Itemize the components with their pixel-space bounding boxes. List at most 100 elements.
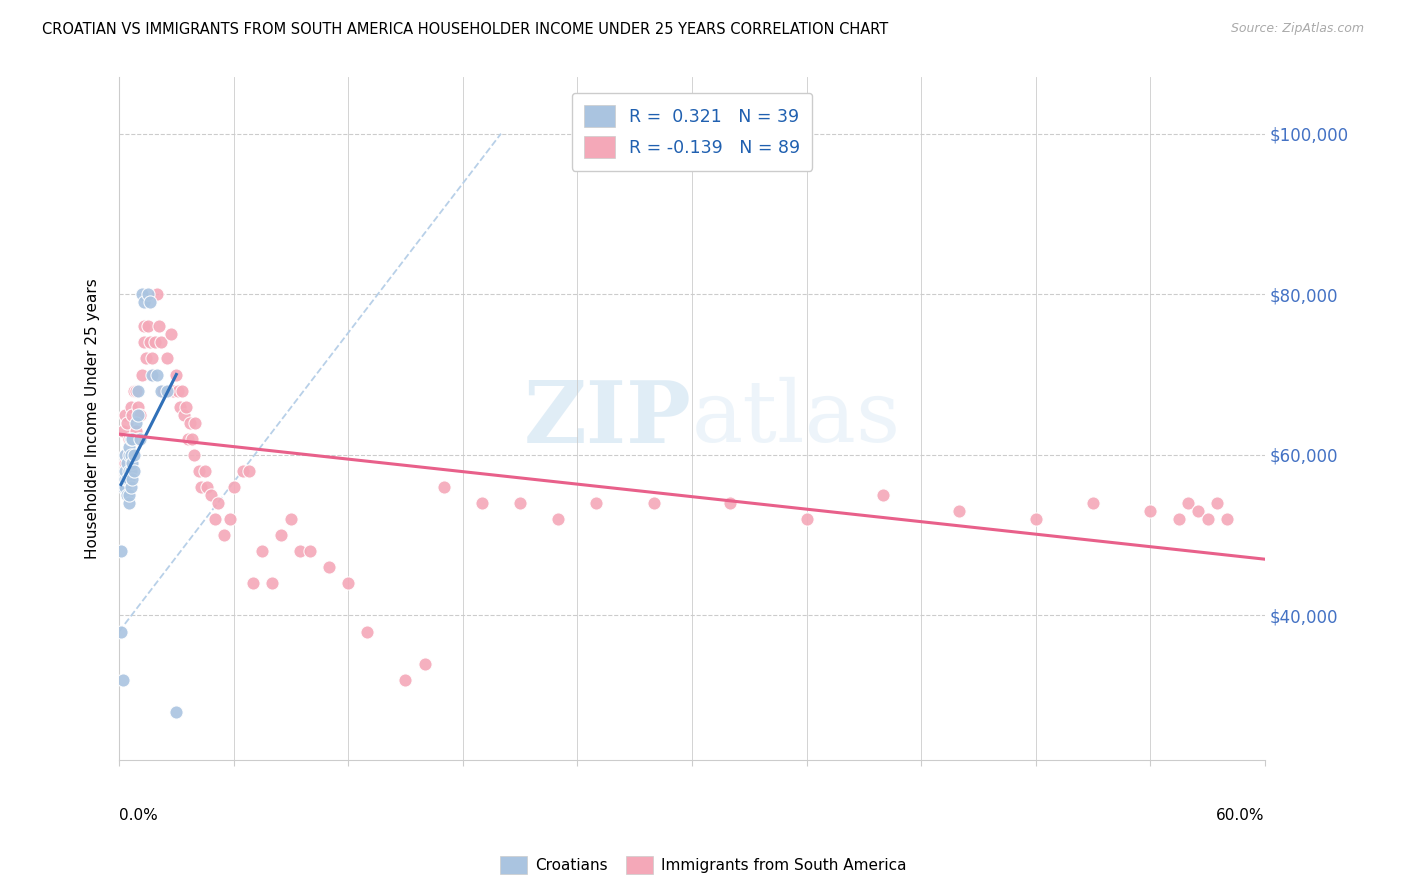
Point <box>132 295 155 310</box>
Point <box>509 496 531 510</box>
Point <box>212 528 235 542</box>
Point <box>183 448 205 462</box>
Point <box>125 424 148 438</box>
Point <box>290 544 312 558</box>
Point <box>127 384 149 398</box>
Point <box>127 400 149 414</box>
Point <box>121 432 143 446</box>
Point <box>120 448 142 462</box>
Text: atlas: atlas <box>692 377 901 460</box>
Point <box>124 448 146 462</box>
Point <box>157 384 180 398</box>
Text: Source: ZipAtlas.com: Source: ZipAtlas.com <box>1230 22 1364 36</box>
Point <box>141 351 163 366</box>
Point <box>146 368 169 382</box>
Point <box>132 319 155 334</box>
Point <box>177 432 200 446</box>
Point <box>143 335 166 350</box>
Point <box>111 673 134 687</box>
Point <box>162 384 184 398</box>
Point <box>169 400 191 414</box>
Point <box>180 432 202 446</box>
Point <box>1167 512 1189 526</box>
Point <box>138 295 160 310</box>
Point <box>150 384 173 398</box>
Point <box>131 368 153 382</box>
Point <box>167 384 190 398</box>
Point <box>138 335 160 350</box>
Point <box>184 416 207 430</box>
Point <box>127 408 149 422</box>
Point <box>117 432 139 446</box>
Point <box>188 464 211 478</box>
Point <box>121 408 143 422</box>
Point <box>200 488 222 502</box>
Point <box>1206 496 1229 510</box>
Point <box>252 544 274 558</box>
Point <box>318 560 340 574</box>
Point <box>1081 496 1104 510</box>
Point <box>1139 504 1161 518</box>
Point <box>120 480 142 494</box>
Point <box>110 544 132 558</box>
Point <box>115 472 138 486</box>
Point <box>124 432 146 446</box>
Point <box>114 472 136 486</box>
Point <box>948 504 970 518</box>
Point <box>115 448 138 462</box>
Point <box>222 480 245 494</box>
Point <box>114 408 136 422</box>
Point <box>117 496 139 510</box>
Point <box>135 351 157 366</box>
Point <box>114 464 136 478</box>
Legend: Croatians, Immigrants from South America: Croatians, Immigrants from South America <box>494 850 912 880</box>
Point <box>1215 512 1237 526</box>
Point <box>115 488 138 502</box>
Point <box>115 456 138 470</box>
Point <box>394 673 416 687</box>
Point <box>115 416 138 430</box>
Point <box>117 488 139 502</box>
Point <box>124 464 146 478</box>
Point <box>141 368 163 382</box>
Point <box>174 400 197 414</box>
Point <box>136 287 159 301</box>
Point <box>121 456 143 470</box>
Point <box>159 327 181 342</box>
Point <box>195 480 218 494</box>
Point <box>1177 496 1199 510</box>
Point <box>1187 504 1209 518</box>
Point <box>872 488 894 502</box>
Point <box>111 424 134 438</box>
Point <box>124 384 146 398</box>
Point <box>114 448 136 462</box>
Point <box>179 416 201 430</box>
Point <box>471 496 494 510</box>
Point <box>117 472 139 486</box>
Point <box>194 464 217 478</box>
Text: ZIP: ZIP <box>524 376 692 461</box>
Point <box>165 705 187 719</box>
Point <box>120 464 142 478</box>
Point <box>117 464 139 478</box>
Point <box>142 368 165 382</box>
Point <box>132 335 155 350</box>
Point <box>120 432 142 446</box>
Point <box>156 351 179 366</box>
Point <box>152 384 174 398</box>
Point <box>270 528 292 542</box>
Point <box>156 384 179 398</box>
Point <box>117 464 139 478</box>
Point <box>120 432 142 446</box>
Point <box>110 624 132 639</box>
Y-axis label: Householder Income Under 25 years: Householder Income Under 25 years <box>86 278 100 559</box>
Point <box>131 287 153 301</box>
Point <box>114 480 136 494</box>
Point <box>117 440 139 454</box>
Point <box>129 408 152 422</box>
Point <box>298 544 321 558</box>
Point <box>121 448 143 462</box>
Point <box>718 496 741 510</box>
Point <box>218 512 240 526</box>
Point <box>547 512 569 526</box>
